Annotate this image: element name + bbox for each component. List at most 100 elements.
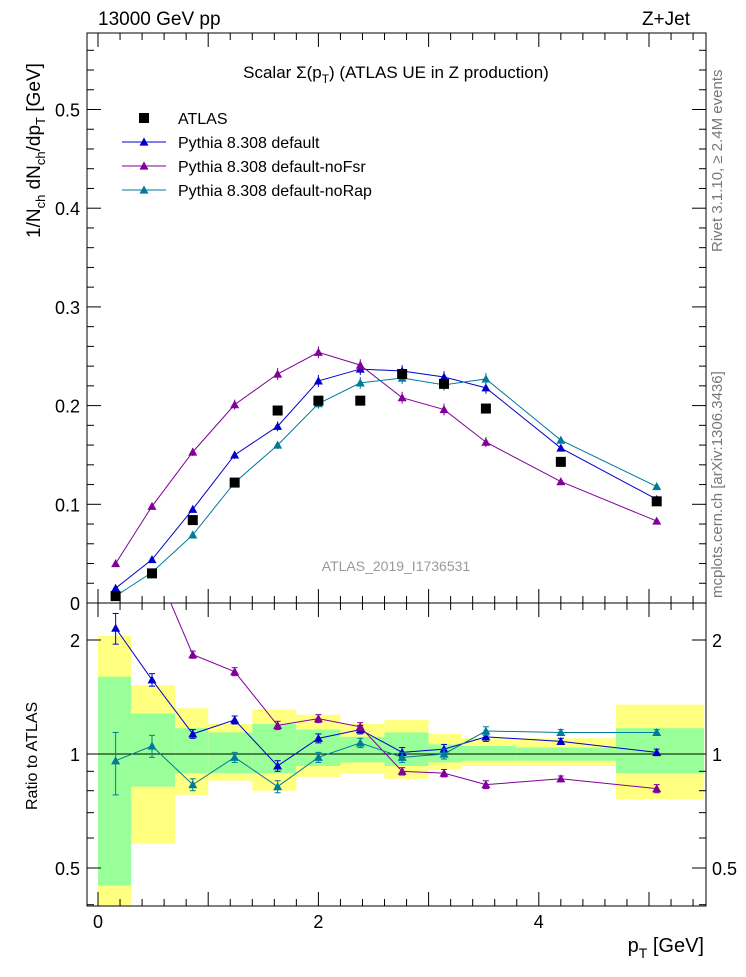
main-y-tick-label: 0.5 bbox=[55, 101, 80, 121]
ratio-band-green bbox=[131, 713, 176, 787]
ratio-band-green bbox=[461, 745, 517, 761]
x-tick-label: 4 bbox=[534, 912, 544, 932]
data-marker bbox=[439, 378, 450, 389]
series-marker bbox=[273, 369, 283, 378]
series-marker bbox=[481, 383, 491, 392]
ratio-marker bbox=[111, 756, 121, 765]
legend-label: Pythia 8.308 default-noRap bbox=[178, 183, 372, 200]
ratio-marker bbox=[273, 782, 283, 791]
header-right: Z+Jet bbox=[642, 9, 691, 30]
ratio-marker bbox=[556, 727, 566, 737]
series-marker bbox=[147, 501, 157, 510]
ratio-marker bbox=[355, 738, 365, 747]
main-y-tick-label: 0.3 bbox=[55, 298, 80, 318]
ratio-y-tick-label-right: 2 bbox=[712, 631, 722, 651]
data-marker bbox=[313, 395, 324, 406]
axis-tick-labels: 0 2 4 0 0.1 0.2 0.3 0.4 0.5 0.5 0.5 1 1 2 2 bbox=[55, 101, 737, 933]
ratio-marker bbox=[313, 752, 323, 761]
ratio-band-green bbox=[340, 736, 385, 763]
ratio-y-tick-label-right: 0.5 bbox=[712, 859, 737, 879]
series-marker bbox=[556, 435, 566, 444]
chart-title: Scalar Σ(pT) (ATLAS UE in Z production) bbox=[243, 63, 549, 86]
ratio-marker bbox=[439, 749, 449, 758]
ratio-marker bbox=[188, 650, 198, 659]
x-axis-label: pT [GeV] bbox=[628, 935, 704, 961]
ratio-y-tick-label-right: 1 bbox=[712, 745, 722, 765]
ratio-marker bbox=[230, 752, 240, 761]
series-marker bbox=[355, 360, 365, 369]
side-label-bottom: mcplots.cern.ch [arXiv:1306.3436] bbox=[709, 371, 726, 598]
ratio-marker bbox=[481, 732, 491, 741]
data-marker bbox=[272, 405, 283, 416]
series-marker bbox=[313, 376, 323, 385]
series-line bbox=[115, 368, 657, 589]
ratio-marker bbox=[652, 747, 662, 756]
ratio-y-axis-label: Ratio to ATLAS bbox=[24, 702, 41, 810]
series-line bbox=[115, 351, 657, 564]
ratio-marker bbox=[397, 752, 407, 761]
axis-ticks bbox=[87, 33, 706, 906]
ratio-marker bbox=[230, 667, 240, 676]
ratio-series-layer bbox=[111, 603, 662, 796]
ratio-marker bbox=[111, 623, 121, 632]
ratio-marker bbox=[556, 774, 566, 783]
main-y-tick-label: 0.4 bbox=[55, 199, 80, 219]
ratio-marker bbox=[188, 729, 198, 738]
main-y-tick-label: 0.2 bbox=[55, 397, 80, 417]
x-tick-label: 0 bbox=[93, 912, 103, 932]
data-marker bbox=[110, 591, 121, 602]
main-y-axis-label: 1/Nch dNch/dpT [GeV] bbox=[24, 63, 48, 238]
ratio-band-green bbox=[252, 724, 297, 774]
series-marker bbox=[230, 400, 240, 409]
data-marker bbox=[146, 568, 157, 579]
legend-marker-data bbox=[139, 113, 149, 123]
ratio-marker bbox=[652, 784, 662, 793]
ratio-marker bbox=[481, 726, 491, 735]
series-marker bbox=[188, 530, 198, 539]
ratio-marker bbox=[230, 715, 240, 724]
series-marker bbox=[111, 559, 121, 568]
ratio-y-tick-label: 1 bbox=[70, 745, 80, 765]
ratio-marker bbox=[556, 736, 566, 745]
series-marker bbox=[355, 378, 365, 387]
ratio-marker bbox=[147, 741, 157, 750]
side-label-top: Rivet 3.1.10, ≥ 2.4M events bbox=[709, 70, 726, 253]
ratio-marker bbox=[439, 768, 449, 777]
series-marker bbox=[111, 583, 121, 592]
data-marker bbox=[187, 515, 198, 526]
legend: ATLAS Pythia 8.308 default Pythia 8.308 de… bbox=[122, 111, 372, 200]
ratio-line bbox=[115, 627, 657, 767]
ratio-marker bbox=[313, 733, 323, 742]
legend-marker bbox=[139, 185, 149, 194]
series-marker bbox=[481, 437, 491, 446]
legend-marker bbox=[139, 137, 149, 146]
ratio-marker bbox=[147, 675, 157, 684]
data-marker bbox=[555, 456, 566, 467]
ratio-marker bbox=[188, 780, 198, 789]
ratio-marker bbox=[397, 766, 407, 775]
data-marker bbox=[480, 403, 491, 414]
main-series-layer bbox=[110, 346, 662, 602]
ratio-y-tick-label: 2 bbox=[70, 631, 80, 651]
data-marker bbox=[355, 395, 366, 406]
legend-label: Pythia 8.308 default bbox=[178, 135, 320, 152]
series-marker bbox=[439, 372, 449, 381]
ratio-marker bbox=[481, 780, 491, 789]
series-line bbox=[115, 377, 657, 597]
series-marker bbox=[230, 450, 240, 459]
data-marker bbox=[397, 369, 408, 380]
series-marker bbox=[147, 555, 157, 564]
series-marker bbox=[397, 393, 407, 402]
ratio-marker bbox=[652, 727, 662, 737]
series-marker bbox=[313, 347, 323, 356]
series-marker bbox=[188, 504, 198, 513]
series-marker bbox=[439, 405, 449, 414]
legend-label: ATLAS bbox=[178, 111, 228, 128]
ratio-uncertainty-bands bbox=[98, 635, 705, 906]
ratio-marker bbox=[273, 761, 283, 770]
series-marker bbox=[481, 374, 491, 383]
analysis-watermark: ATLAS_2019_I1736531 bbox=[322, 558, 471, 574]
series-marker bbox=[556, 443, 566, 452]
data-marker bbox=[229, 477, 240, 488]
